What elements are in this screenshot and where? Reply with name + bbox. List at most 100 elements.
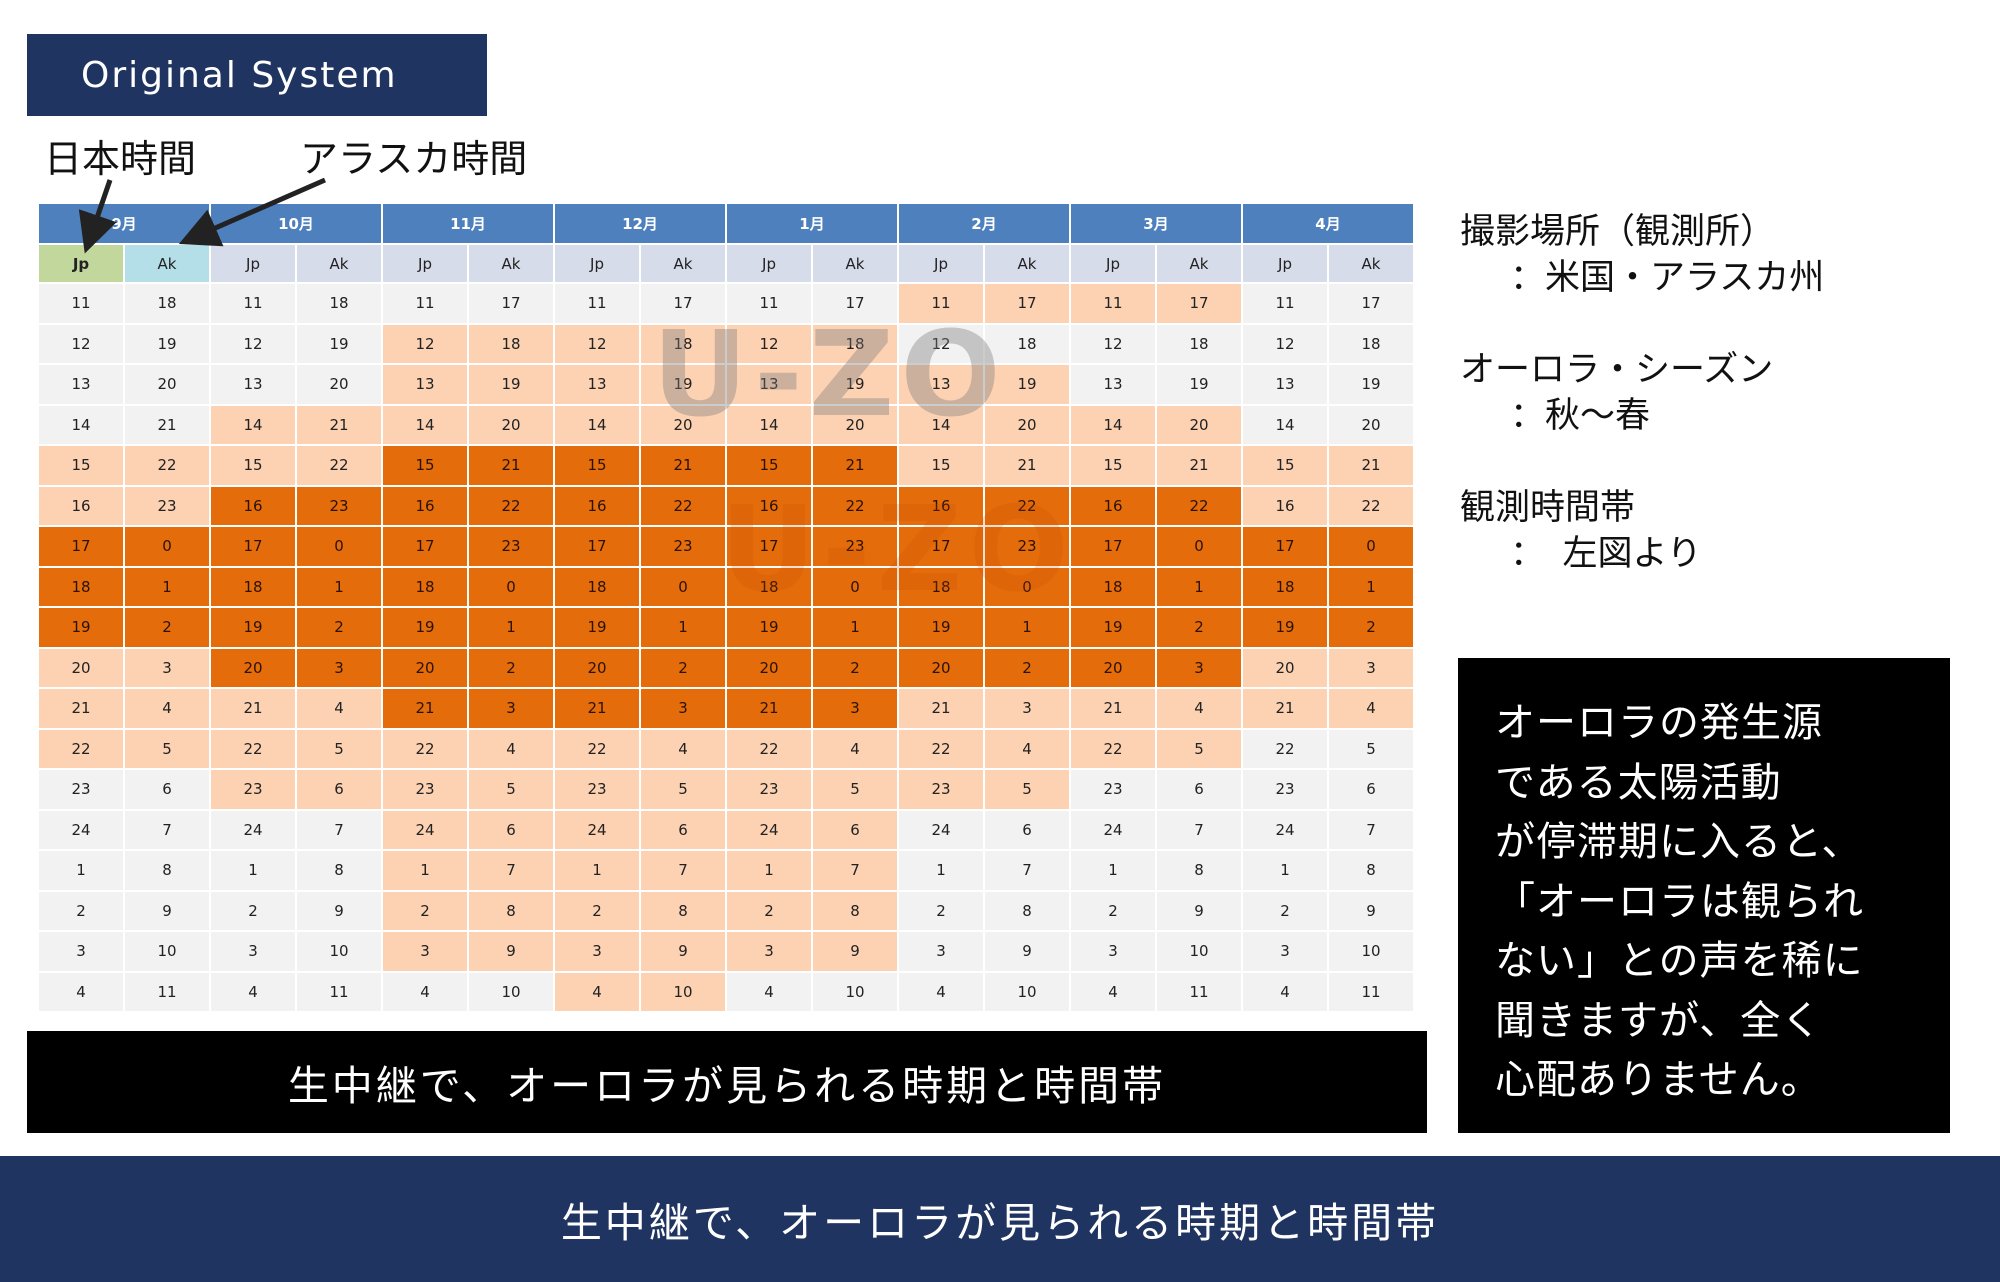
alaska-hour-cell: 0 [813,567,897,606]
alaska-hour-cell: 10 [297,932,381,971]
japan-hour-cell: 17 [1243,527,1327,566]
japan-hour-cell: 13 [1243,365,1327,404]
alaska-hour-cell: 8 [1329,851,1413,890]
alaska-hour-cell: 11 [297,972,381,1011]
japan-time-header: Jp [899,245,983,282]
alaska-hour-cell: 4 [469,729,553,768]
japan-hour-cell: 22 [383,729,467,768]
japan-hour-cell: 14 [211,405,295,444]
japan-hour-cell: 17 [555,527,639,566]
japan-hour-cell: 1 [555,851,639,890]
alaska-hour-cell: 4 [125,689,209,728]
title-badge: Original System [27,34,487,116]
alaska-hour-cell: 3 [1157,648,1241,687]
japan-hour-cell: 13 [899,365,983,404]
alaska-hour-cell: 18 [297,284,381,323]
alaska-hour-cell: 5 [985,770,1069,809]
japan-hour-cell: 19 [39,608,123,647]
japan-hour-cell: 3 [39,932,123,971]
japan-hour-cell: 20 [39,648,123,687]
alaska-hour-cell: 6 [297,770,381,809]
japan-hour-cell: 20 [211,648,295,687]
info-hours: 観測時間帯 ： 左図より [1460,486,1702,577]
info-season-value: ：秋～春 [1510,395,1651,436]
aurora-schedule-table: 9月 10月 11月 12月 1月 2月 3月 4月 Jp Ak Jp Ak Jp Ak Jp Ak Jp Ak J… [37,202,1415,1013]
alaska-time-header: Ak [641,245,725,282]
alaska-hour-cell: 2 [1157,608,1241,647]
alaska-hour-cell: 4 [1329,689,1413,728]
japan-hour-cell: 15 [211,446,295,485]
japan-hour-cell: 19 [1243,608,1327,647]
japan-hour-cell: 15 [1071,446,1155,485]
month-header-cell: 10月 [211,204,381,243]
alaska-time-header: Ak [985,245,1069,282]
alaska-hour-cell: 6 [1329,770,1413,809]
japan-hour-cell: 22 [39,729,123,768]
japan-hour-cell: 20 [383,648,467,687]
alaska-hour-cell: 3 [1329,648,1413,687]
japan-hour-cell: 21 [1243,689,1327,728]
alaska-hour-cell: 3 [469,689,553,728]
alaska-hour-cell: 7 [1157,810,1241,849]
alaska-hour-cell: 10 [641,972,725,1011]
alaska-hour-cell: 3 [297,648,381,687]
alaska-hour-cell: 2 [297,608,381,647]
japan-hour-cell: 12 [1243,324,1327,363]
japan-hour-cell: 18 [555,567,639,606]
japan-hour-cell: 21 [1071,689,1155,728]
japan-hour-cell: 2 [1243,891,1327,930]
alaska-hour-cell: 23 [297,486,381,525]
japan-time-header: Jp [727,245,811,282]
alaska-hour-cell: 8 [469,891,553,930]
alaska-hour-cell: 21 [813,446,897,485]
alaska-hour-cell: 17 [1157,284,1241,323]
japan-hour-cell: 19 [899,608,983,647]
alaska-hour-cell: 20 [641,405,725,444]
alaska-hour-cell: 8 [641,891,725,930]
japan-hour-cell: 2 [39,891,123,930]
alaska-hour-cell: 21 [125,405,209,444]
info-season-title: オーロラ・シーズン [1460,350,1774,390]
japan-hour-cell: 18 [39,567,123,606]
month-header-cell: 2月 [899,204,1069,243]
japan-hour-cell: 18 [211,567,295,606]
japan-hour-cell: 14 [383,405,467,444]
japan-hour-cell: 1 [1243,851,1327,890]
table-row: 24 7 24 7 24 6 24 6 24 6 24 6 24 7 24 7 [39,810,1413,849]
japan-hour-cell: 12 [1071,324,1155,363]
alaska-hour-cell: 20 [813,405,897,444]
aurora-schedule-table-container: 9月 10月 11月 12月 1月 2月 3月 4月 Jp Ak Jp Ak Jp Ak Jp Ak Jp Ak J… [37,202,1415,1013]
alaska-hour-cell: 10 [125,932,209,971]
alaska-hour-cell: 22 [297,446,381,485]
alaska-hour-cell: 2 [985,648,1069,687]
japan-hour-cell: 14 [1071,405,1155,444]
japan-hour-cell: 22 [727,729,811,768]
month-header-cell: 1月 [727,204,897,243]
alaska-hour-cell: 10 [813,972,897,1011]
alaska-hour-cell: 18 [1157,324,1241,363]
japan-hour-cell: 3 [727,932,811,971]
japan-hour-cell: 15 [1243,446,1327,485]
alaska-hour-cell: 5 [469,770,553,809]
note-box: オーロラの発生源 である太陽活動 が停滞期に入ると、 「オーロラは観られ ない」… [1458,658,1950,1133]
japan-hour-cell: 21 [39,689,123,728]
table-row: 4 11 4 11 4 10 4 10 4 10 4 10 4 11 4 11 [39,972,1413,1011]
month-header-cell: 9月 [39,204,209,243]
alaska-hour-cell: 20 [297,365,381,404]
alaska-time-header: Ak [813,245,897,282]
japan-hour-cell: 16 [555,486,639,525]
alaska-hour-cell: 19 [1157,365,1241,404]
alaska-time-callout: アラスカ時間 [300,137,528,181]
japan-hour-cell: 22 [1243,729,1327,768]
alaska-hour-cell: 8 [125,851,209,890]
japan-hour-cell: 19 [555,608,639,647]
alaska-hour-cell: 1 [469,608,553,647]
japan-hour-cell: 3 [555,932,639,971]
alaska-hour-cell: 9 [125,891,209,930]
alaska-hour-cell: 1 [1329,567,1413,606]
alaska-hour-cell: 6 [641,810,725,849]
japan-hour-cell: 16 [1243,486,1327,525]
alaska-hour-cell: 6 [125,770,209,809]
alaska-hour-cell: 22 [125,446,209,485]
